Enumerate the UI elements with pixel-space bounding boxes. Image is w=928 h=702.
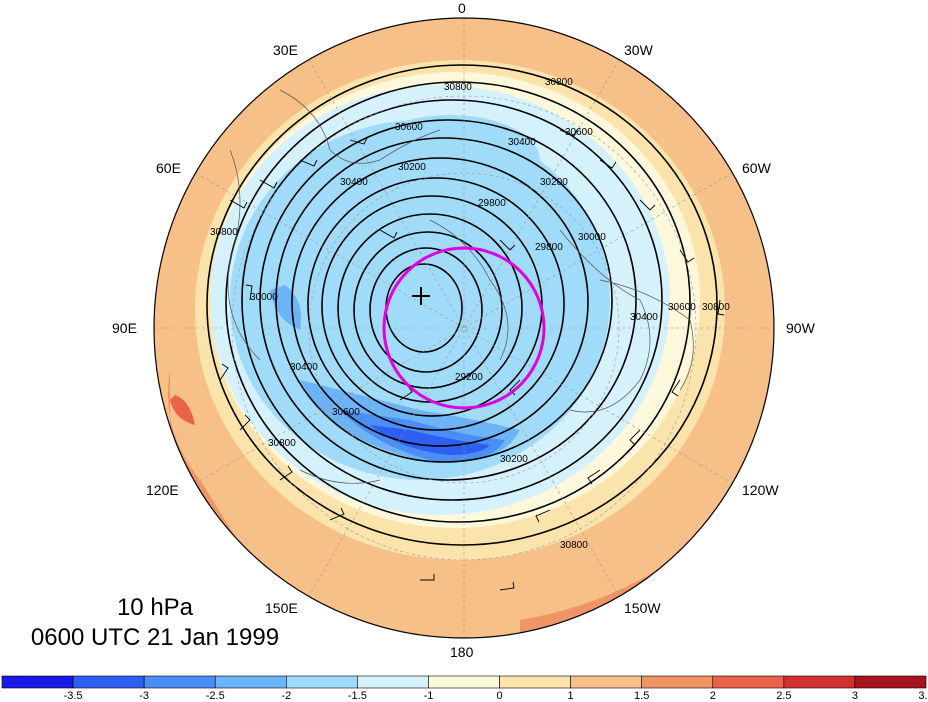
contour-label: 30600	[395, 122, 423, 133]
contour-label: 30800	[545, 77, 573, 88]
plus-marker	[412, 287, 430, 305]
colorbar-tick-label: -1	[424, 690, 434, 702]
colorbar-tick-label: -2.5	[206, 690, 225, 702]
meridian-label-0: 0	[458, 0, 466, 16]
colorbar: -3.5 -3 -2.5 -2 -1.5 -1 0 1 1.5 2 2.5 3 3.5	[1, 675, 928, 702]
contour-label: 30400	[508, 137, 536, 148]
contour-label: 29200	[455, 372, 483, 383]
colorbar-tick-label: -1.5	[348, 690, 367, 702]
meridian-label-90w: 90W	[786, 320, 815, 336]
contour-label: 30400	[290, 362, 318, 373]
contour-label: 30400	[340, 177, 368, 188]
coastlines	[227, 89, 694, 484]
shade-coldest-lobe	[370, 425, 490, 455]
colorbar-box	[499, 675, 571, 689]
contour-label: 30800	[268, 438, 296, 449]
meridian-label-180: 180	[450, 644, 474, 660]
contour-label: 30200	[398, 162, 426, 173]
colorbar-box	[143, 675, 216, 689]
contour-label: 29800	[478, 198, 506, 209]
colorbar-tick-label: 3	[852, 690, 858, 702]
contour-label: 30800	[702, 302, 730, 313]
contour-label: 30600	[668, 302, 696, 313]
meridian-label-120w: 120W	[742, 482, 779, 498]
colorbar-tick-label: 1.5	[634, 690, 649, 702]
contour-label: 30400	[630, 312, 658, 323]
wind-barbs	[219, 129, 725, 591]
map-boundary	[153, 17, 775, 639]
contour-label: 30200	[500, 454, 528, 465]
colorbar-tick-label: 2	[710, 690, 716, 702]
contour-label: 30800	[210, 227, 238, 238]
colorbar-tick-label: 1	[568, 690, 574, 702]
colorbar-tick-label: -3	[139, 690, 149, 702]
colorbar-box	[286, 675, 358, 689]
graticule	[154, 18, 774, 638]
caption-level: 10 hPa	[116, 594, 194, 621]
colorbar-tick-label: -2	[281, 690, 291, 702]
caption-time: 0600 UTC 21 Jan 1999	[30, 624, 280, 651]
colorbar-box	[783, 675, 856, 689]
shade-hot-spot	[170, 395, 195, 425]
meridian-label-150w: 150W	[624, 600, 661, 616]
colorbar-box	[570, 675, 642, 689]
colorbar-tick-label: 0	[496, 690, 502, 702]
colorbar-tick-label: 2.5	[776, 690, 791, 702]
meridian-label-30e: 30E	[273, 42, 298, 58]
meridian-label-60e: 60E	[156, 160, 181, 176]
shade-cold-north	[360, 115, 540, 205]
contour-label: 30800	[560, 540, 588, 551]
highlight-circle	[382, 246, 546, 410]
colorbar-box	[428, 675, 500, 689]
contour-label: 30800	[444, 82, 472, 93]
meridian-label-60w: 60W	[742, 160, 771, 176]
contour-label: 30600	[332, 407, 360, 418]
contour-label: 29800	[535, 242, 563, 253]
contour-label: 30200	[540, 177, 568, 188]
meridian-label-150e: 150E	[265, 600, 298, 616]
colorbar-box	[357, 675, 429, 689]
colorbar-tick-label: -3.5	[64, 690, 83, 702]
colorbar-box	[72, 675, 145, 689]
meridian-label-120e: 120E	[146, 482, 179, 498]
colorbar-tick-label: 3.5	[918, 690, 928, 702]
colorbar-box	[641, 675, 714, 689]
meridian-label-90e: 90E	[112, 320, 137, 336]
colorbar-box	[1, 675, 74, 689]
shaded-field	[154, 18, 774, 638]
colorbar-box	[214, 675, 287, 689]
contour-label-group: 30800 30800 30600 30600 30400 30400 3020…	[210, 77, 730, 551]
contour-label: 30000	[578, 232, 606, 243]
colorbar-box	[712, 675, 785, 689]
colorbar-box	[854, 675, 927, 689]
meridian-label-30w: 30W	[624, 42, 653, 58]
contour-label: 30000	[250, 292, 278, 303]
contour-label: 30600	[565, 127, 593, 138]
